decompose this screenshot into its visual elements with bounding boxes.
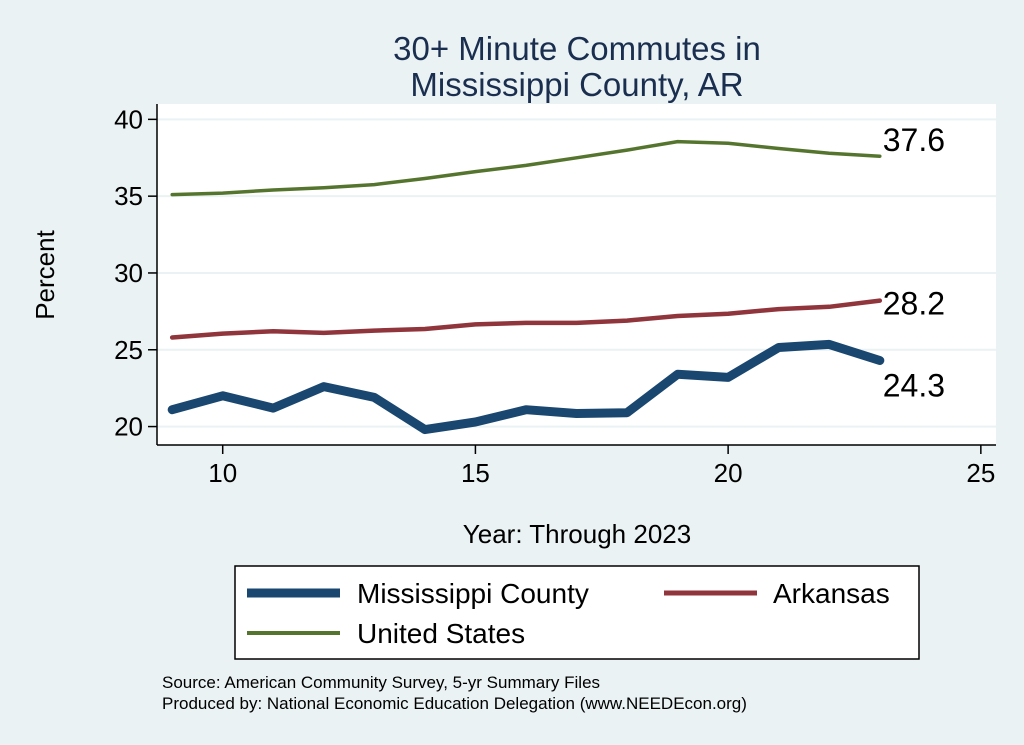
x-tick-label-15: 15 [461, 458, 490, 488]
legend-label-arkansas: Arkansas [773, 578, 890, 609]
end-label-united-states: 37.6 [883, 122, 945, 158]
legend: Mississippi County Arkansas United State… [234, 565, 920, 660]
series-line-arkansas [169, 298, 883, 340]
legend-label-mississippi-county: Mississippi County [357, 578, 589, 609]
x-axis-label: Year: Through 2023 [463, 519, 691, 549]
end-label-mississippi-county: 24.3 [883, 368, 945, 404]
x-tick-label-25: 25 [966, 458, 995, 488]
series-line-united-states [170, 139, 882, 197]
series-line-mississippi-county [167, 339, 885, 435]
end-labels: 24.3 28.2 37.6 [883, 122, 945, 403]
legend-label-united-states: United States [357, 618, 525, 649]
end-label-arkansas: 28.2 [883, 286, 945, 322]
y-tick-label-25: 25 [114, 335, 143, 365]
y-tick-label-40: 40 [114, 104, 143, 134]
x-axis-ticks: 10 15 20 25 [208, 445, 995, 488]
y-axis-ticks: 20 25 30 35 40 [114, 104, 157, 442]
y-tick-label-20: 20 [114, 412, 143, 442]
chart-title-line-1: 30+ Minute Commutes in [393, 30, 761, 67]
x-tick-label-20: 20 [714, 458, 743, 488]
producer-note: Produced by: National Economic Education… [162, 694, 747, 713]
gridlines [157, 118, 996, 428]
legend-box [234, 565, 920, 660]
plot-area [157, 104, 996, 445]
source-note: Source: American Community Survey, 5-yr … [162, 673, 600, 692]
x-tick-label-10: 10 [208, 458, 237, 488]
y-tick-label-30: 30 [114, 258, 143, 288]
series-layer [167, 139, 885, 435]
y-axis-label: Percent [30, 229, 60, 319]
y-tick-label-35: 35 [114, 181, 143, 211]
chart-title-line-2: Mississippi County, AR [410, 66, 743, 103]
